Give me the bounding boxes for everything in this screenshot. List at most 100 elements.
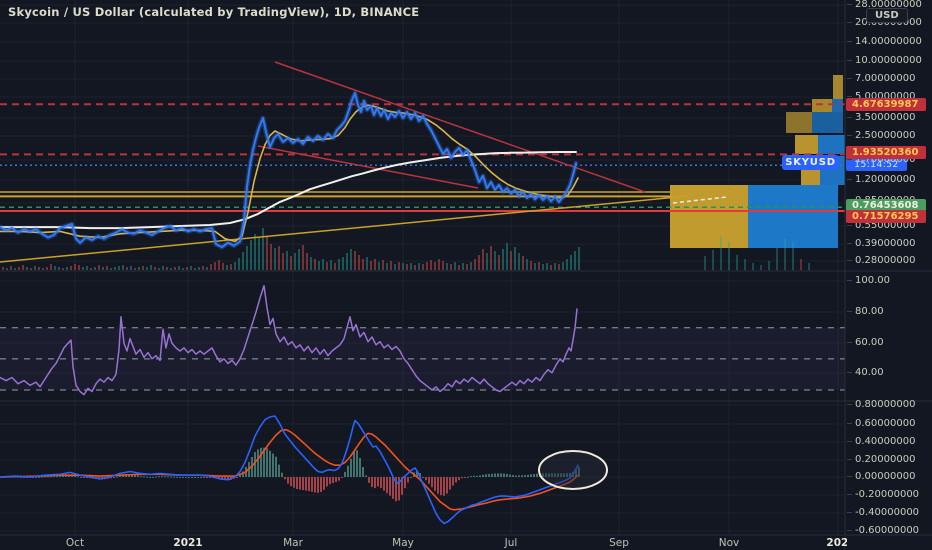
price-level-badge: 0.71576295 [846, 209, 926, 223]
macd-tick: -0.20000000 [846, 489, 920, 500]
macd-histogram-bar [77, 476, 79, 478]
trendline [274, 61, 646, 193]
volume-bar [534, 263, 536, 270]
macd-histogram-bar [227, 477, 229, 481]
time-axis-label: Jul [504, 537, 518, 549]
volume-bar [498, 255, 500, 270]
time-axis[interactable]: Oct 2021 Mar May Jul Sep Nov 2022 [0, 0, 847, 550]
macd-histogram-bar [371, 477, 373, 487]
price-axis[interactable]: 28.0000000020.0000000014.0000000010.0000… [845, 0, 932, 550]
volume-bar [6, 268, 8, 270]
macd-histogram-bar [281, 472, 283, 477]
macd-histogram-bar [173, 476, 175, 478]
rsi-axis[interactable]: 100.00 80.00 60.00 40.00 [845, 0, 932, 550]
symbol-price-flag[interactable]: SKYUSD [782, 155, 839, 170]
volume-bar [744, 259, 746, 270]
volume-bar [174, 267, 176, 270]
volume-bar [366, 257, 368, 270]
volume-bar [570, 255, 572, 270]
macd-histogram-bar [506, 473, 508, 477]
volume-bar [418, 263, 420, 270]
macd-histogram-bar [542, 473, 544, 477]
volume-bar [90, 268, 92, 270]
volume-bar [808, 263, 810, 270]
volume-bar [270, 244, 272, 270]
macd-histogram-bar [404, 477, 406, 489]
trendline [257, 145, 479, 189]
rsi-line [0, 284, 578, 396]
macd-histogram-bar [518, 475, 520, 477]
macd-histogram-bar [20, 476, 22, 478]
macd-histogram-bar [272, 453, 274, 477]
macd-histogram-bar [80, 477, 82, 478]
volume-bar [752, 263, 754, 270]
volume-bar [14, 268, 16, 270]
price-tick: 0.39000000 [846, 238, 916, 249]
macd-histogram-bar [419, 473, 421, 477]
macd-histogram-bar [467, 476, 469, 478]
rsi-tick: 80.00 [847, 306, 884, 317]
macd-histogram-bar [575, 469, 577, 477]
volume-bar [728, 242, 730, 270]
macd-histogram-bar [461, 477, 463, 479]
volume-bar [242, 252, 244, 270]
volume-bar [106, 266, 108, 270]
macd-histogram-bar [434, 477, 436, 491]
volume-bar [438, 259, 440, 270]
macd-histogram-bar [266, 448, 268, 477]
macd-histogram-bar [569, 472, 571, 477]
trendline [0, 195, 689, 263]
volume-bar [760, 265, 762, 270]
macd-histogram-bar [551, 473, 553, 477]
volume-bar [414, 265, 416, 270]
volume-bar [238, 258, 240, 270]
macd-histogram-bar [275, 456, 277, 477]
volume-bar [218, 260, 220, 270]
volume-bar [736, 255, 738, 270]
macd-histogram-bar [197, 477, 199, 478]
macd-histogram-bar [353, 451, 355, 477]
macd-histogram-bar [533, 473, 535, 477]
volume-bar [330, 260, 332, 270]
volume-bar [306, 253, 308, 270]
volume-bar [202, 266, 204, 270]
macd-histogram-bar [398, 477, 400, 501]
volume-bar [18, 267, 20, 270]
volume-bar [310, 257, 312, 270]
volume-bar [776, 248, 778, 270]
macd-tick: 0.20000000 [846, 454, 916, 465]
macd-histogram-bar [488, 473, 490, 477]
macd-axis[interactable]: 0.80000000 0.60000000 0.40000000 0.20000000… [845, 0, 932, 550]
macd-histogram-bar [347, 465, 349, 477]
currency-toggle-button[interactable]: USD [866, 8, 908, 23]
volume-bar [390, 261, 392, 270]
trendline [672, 196, 728, 204]
rsi-tick: 60.00 [847, 337, 884, 348]
volume-bar [186, 267, 188, 270]
volume-bar [510, 251, 512, 270]
volume-bar [266, 236, 268, 270]
volume-bar [446, 263, 448, 270]
volume-bar [346, 253, 348, 270]
macd-histogram-bar [380, 477, 382, 488]
volume-bar [62, 268, 64, 270]
volume-bar [182, 268, 184, 270]
macd-histogram-bar [236, 477, 238, 478]
macd-histogram-bar [203, 477, 205, 478]
macd-histogram-bar [293, 477, 295, 488]
volume-bar [262, 228, 264, 270]
price-tick: 0.55000000 [846, 220, 916, 231]
volume-bar [334, 263, 336, 270]
volume-bar [398, 262, 400, 270]
projection-box [670, 185, 748, 248]
volume-bar [538, 262, 540, 270]
volume-bar [466, 264, 468, 270]
volume-bar [458, 265, 460, 270]
macd-histogram-bar [455, 477, 457, 483]
macd-histogram-bar [428, 477, 430, 484]
volume-bar [42, 268, 44, 270]
time-axis-label: May [392, 537, 414, 549]
macd-histogram-bar [545, 473, 547, 477]
volume-bar [530, 261, 532, 270]
